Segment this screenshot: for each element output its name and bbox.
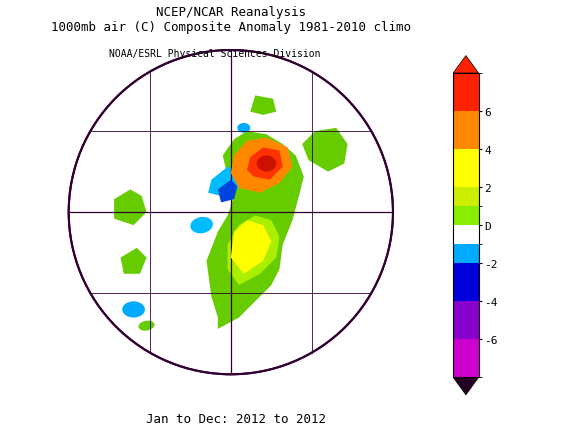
Ellipse shape xyxy=(122,302,145,318)
Ellipse shape xyxy=(238,256,251,266)
Polygon shape xyxy=(247,148,283,180)
Polygon shape xyxy=(231,221,271,274)
Polygon shape xyxy=(207,132,304,329)
Title: NCEP/NCAR Reanalysis
1000mb air (C) Composite Anomaly 1981-2010 climo: NCEP/NCAR Reanalysis 1000mb air (C) Comp… xyxy=(51,6,411,33)
Polygon shape xyxy=(120,248,146,274)
Polygon shape xyxy=(114,190,146,226)
Polygon shape xyxy=(302,128,347,172)
Ellipse shape xyxy=(257,156,276,172)
Text: NOAA/ESRL Physical Sciences Division: NOAA/ESRL Physical Sciences Division xyxy=(109,49,320,59)
Ellipse shape xyxy=(238,124,251,133)
Polygon shape xyxy=(227,216,279,286)
Circle shape xyxy=(69,51,393,375)
Ellipse shape xyxy=(244,243,257,253)
Ellipse shape xyxy=(253,232,266,242)
Polygon shape xyxy=(208,168,240,197)
Text: Jan to Dec: 2012 to 2012: Jan to Dec: 2012 to 2012 xyxy=(146,412,327,425)
Ellipse shape xyxy=(138,321,155,331)
Polygon shape xyxy=(218,180,238,203)
Polygon shape xyxy=(231,138,292,193)
Polygon shape xyxy=(251,96,276,115)
Ellipse shape xyxy=(190,217,213,234)
